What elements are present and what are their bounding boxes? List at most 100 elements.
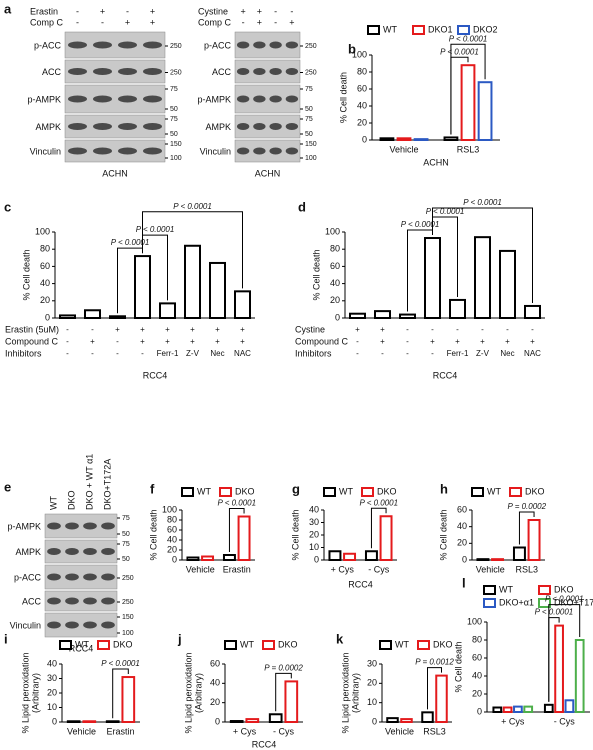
y-tick-label: 20 [457,538,467,548]
p-value: P < 0.0001 [111,238,150,247]
significance-bracket [450,43,486,135]
y-axis-label: (Arbitrary) [30,673,40,713]
x-axis-label: RCC4 [348,579,373,589]
blot-band [143,68,162,75]
row-cell: - [431,325,434,334]
row-cell: + [115,325,120,334]
y-tick-label: 40 [167,534,177,544]
y-tick-label: 80 [330,244,340,254]
blot-band [65,573,79,581]
condition-sign: + [240,6,245,16]
x-tick-label: RSL3 [515,564,538,574]
p-value: P < 0.0001 [173,202,212,211]
blot-band [65,522,79,530]
mw-label: 75 [305,116,313,123]
p-value: P = 0.0002 [507,502,546,511]
y-tick-label: 80 [40,244,50,254]
mw-label: 50 [170,131,178,138]
legend-label: WT [240,639,254,649]
protein-label: p-ACC [34,40,62,50]
legend-label: WT [383,24,397,34]
blot-strip [64,114,166,139]
y-tick-label: 60 [330,261,340,271]
condition-label: Comp C [30,17,64,27]
y-axis-label: % Cell death [21,249,31,300]
blot-band [236,41,250,49]
blot-strip [234,139,301,163]
blot-band [253,41,266,49]
blot-band [93,147,112,155]
blot-band [68,147,87,155]
condition-sign: + [100,6,105,16]
legend-swatch [181,487,194,497]
bar [523,705,534,713]
row-cell: + [165,337,170,346]
condition-sign: + [125,17,130,27]
blot-band [101,621,115,629]
blot-band [93,123,112,130]
panel-letter: c [4,199,11,214]
bar [201,555,215,561]
protein-label: AMPK [205,122,231,132]
row-cell: - [406,337,409,346]
legend-label: DKO [433,639,453,649]
y-tick-label: 0 [314,554,319,564]
row-cell: + [140,325,145,334]
blot-band [68,95,87,103]
p-value: P < 0.0001 [217,499,256,508]
panel-letter: g [292,481,300,496]
blot-band [93,68,112,75]
y-tick-label: 0 [172,554,177,564]
legend-label: WT [487,486,501,496]
y-axis-label: % Cell death [311,249,321,300]
y-tick-label: 60 [210,658,220,668]
blot-strip [64,59,166,84]
blot-band [269,41,282,49]
blot-strip [44,539,118,564]
legend-label: DKO [554,584,574,594]
significance-bracket [112,668,129,719]
mw-label: 50 [122,531,130,538]
y-tick-label: 60 [167,524,177,534]
x-tick-label: Vehicle [186,564,215,574]
x-axis-label: RCC4 [252,739,277,749]
blot-band [47,621,61,629]
y-tick-label: 80 [472,634,482,644]
row-label: Inhibitors [5,348,42,358]
y-tick-label: 60 [457,504,467,514]
blot-band [269,95,282,103]
row-cell: + [215,337,220,346]
row-label: Inhibitors [295,348,332,358]
significance-bracket [427,667,442,710]
y-tick-label: 60 [40,261,50,271]
row-cell: + [530,337,535,346]
blot-band [93,41,112,49]
y-tick-label: 40 [472,670,482,680]
legend-label: DKO [278,639,298,649]
bar [386,717,399,724]
bar [491,558,505,562]
x-tick-label: - Cys [554,716,575,726]
blot-band [65,621,79,629]
protein-label: Vinculin [200,146,231,156]
row-cell: + [480,337,485,346]
blot-band [269,147,282,155]
mw-label: 75 [122,541,130,548]
row-label: Cystine [295,324,325,334]
panel-letter: h [440,481,448,496]
lane-label: DKO [66,490,76,510]
row-cell: - [66,349,69,358]
x-tick-label: + Cys [233,726,257,736]
blot-band [83,621,97,629]
y-tick-label: 100 [352,49,367,59]
blot-band [253,123,266,130]
blot-band [47,573,61,581]
y-tick-label: 60 [357,83,367,93]
bar [574,639,585,713]
y-tick-label: 40 [330,278,340,288]
y-axis-label: % Cell death [148,509,158,560]
bar [449,298,466,320]
protein-label: p-ACC [204,40,232,50]
legend-swatch [224,640,237,650]
significance-bracket [370,507,387,549]
